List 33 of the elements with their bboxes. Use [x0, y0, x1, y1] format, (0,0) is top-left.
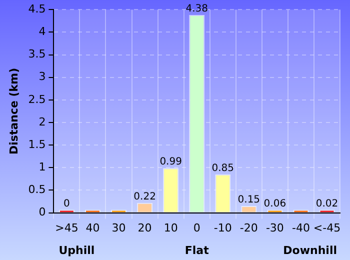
- x-tick-label: 10: [164, 221, 178, 234]
- y-tick-label: 0: [38, 206, 46, 219]
- x-tick-label: -30: [266, 221, 284, 234]
- x-tick-label: >45: [55, 221, 78, 234]
- data-label: 4.38: [186, 4, 208, 15]
- text: Downhill: [283, 244, 337, 257]
- data-label: 0.85: [212, 163, 234, 174]
- x-tick-label: -40: [292, 221, 310, 234]
- data-label: 0.99: [160, 156, 182, 168]
- text: Flat: [184, 244, 209, 257]
- y-tick-label: 4.5: [28, 2, 46, 16]
- data-label: 0: [64, 198, 70, 210]
- data-label: 0.15: [238, 194, 260, 206]
- y-tick-label: 1: [38, 160, 46, 174]
- data-label: 0.22: [134, 191, 156, 202]
- x-tick-label: 30: [112, 221, 126, 234]
- data-label: 0.02: [316, 198, 338, 210]
- x-tick-label: <-45: [313, 221, 341, 234]
- y-tick-label: 0.5: [28, 183, 46, 196]
- x-tick-label: -10: [214, 221, 232, 234]
- y-tick-label: 2.5: [28, 92, 46, 106]
- x-tick-label: -20: [240, 221, 258, 234]
- y-tick-label: 4: [38, 25, 46, 38]
- data-label: 0.06: [264, 198, 286, 210]
- text: Uphill: [58, 244, 95, 257]
- x-tick-label: 20: [138, 221, 152, 234]
- y-tick-label: 1.5: [28, 138, 46, 151]
- x-tick-label: 40: [86, 221, 100, 234]
- y-tick-label: 3: [38, 70, 46, 84]
- y-tick-label: 2: [38, 115, 46, 128]
- x-tick-label: 0: [193, 221, 200, 234]
- y-tick-label: 3.5: [28, 48, 46, 61]
- y-axis-title: Distance (km): [7, 68, 20, 155]
